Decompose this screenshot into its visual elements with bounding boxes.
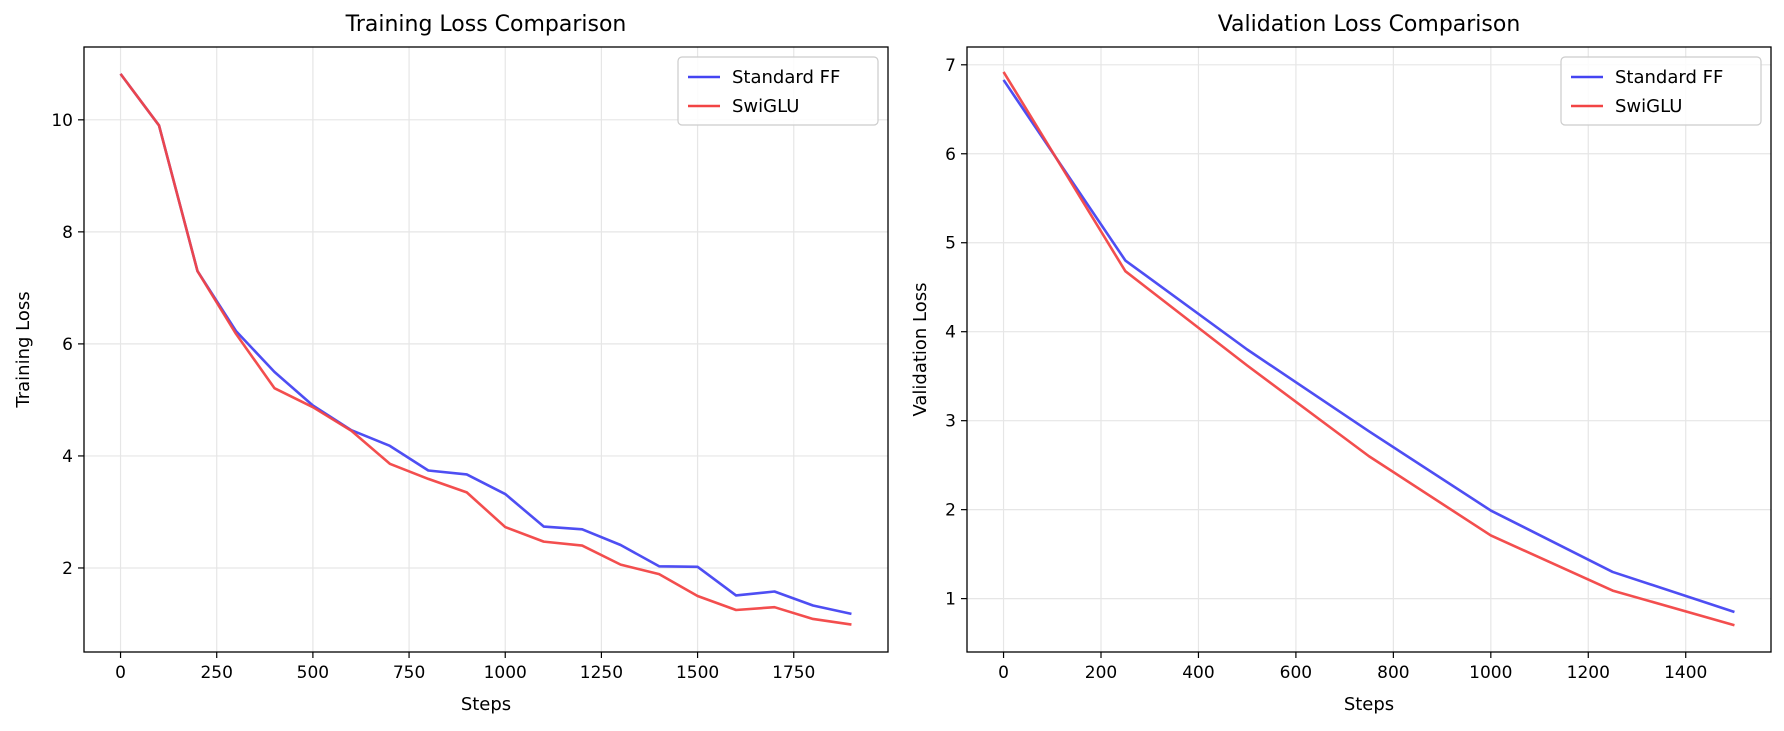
- x-tick-label: 750: [393, 663, 425, 683]
- x-tick-label: 600: [1280, 663, 1312, 683]
- y-tick-label: 10: [51, 111, 73, 131]
- chart-title: Training Loss Comparison: [345, 12, 627, 37]
- legend-box: [677, 56, 879, 126]
- y-axis-label: Validation Loss: [910, 282, 931, 416]
- chart-panel-2: 0 200 400 600 800 1000 1200 1400 1 2 3 4 5 6 7 Validati…: [910, 12, 1772, 715]
- y-tick-label: 4: [945, 323, 956, 343]
- x-tick-label: 800: [1377, 663, 1409, 683]
- x-tick-label: 250: [200, 663, 232, 683]
- series-line-swiglu: [119, 73, 852, 626]
- y-tick-label: 1: [945, 590, 956, 610]
- x-axis-label: Steps: [1344, 694, 1394, 715]
- series-line-swiglu: [1002, 71, 1735, 627]
- x-tick-label: 1400: [1664, 663, 1707, 683]
- x-tick-label: 1200: [1567, 663, 1610, 683]
- x-tick-label: 1500: [676, 663, 719, 683]
- y-tick-label: 8: [62, 223, 73, 243]
- y-tick-label: 7: [945, 56, 956, 76]
- x-tick-label: 0: [115, 663, 126, 683]
- x-tick-label: 1000: [484, 663, 527, 683]
- x-tick-label: 1000: [1469, 663, 1512, 683]
- chart-title: Validation Loss Comparison: [1218, 12, 1521, 37]
- y-tick-label: 5: [945, 234, 956, 254]
- x-tick-label: 400: [1182, 663, 1214, 683]
- x-tick-label: 200: [1085, 663, 1117, 683]
- x-axis-label: Steps: [461, 694, 511, 715]
- legend-label: Standard FF: [732, 67, 840, 88]
- y-axis-label: Training Loss: [13, 291, 34, 408]
- y-tick-label: 6: [62, 335, 73, 355]
- y-tick-label: 2: [62, 559, 73, 579]
- legend-box: [1560, 56, 1762, 126]
- x-tick-label: 1750: [772, 663, 815, 683]
- y-tick-label: 6: [945, 145, 956, 165]
- plot-frame: [83, 46, 889, 653]
- plot-frame: [966, 46, 1772, 653]
- legend-label: SwiGLU: [732, 96, 799, 117]
- series-line-standard-ff: [119, 73, 852, 616]
- legend: Standard FF SwiGLU: [677, 56, 879, 126]
- legend-label: Standard FF: [1615, 67, 1723, 88]
- x-tick-label: 0: [998, 663, 1009, 683]
- x-tick-label: 1250: [580, 663, 623, 683]
- y-tick-label: 3: [945, 412, 956, 432]
- y-tick-label: 4: [62, 447, 73, 467]
- legend: Standard FF SwiGLU: [1560, 56, 1762, 126]
- x-tick-label: 500: [297, 663, 329, 683]
- legend-label: SwiGLU: [1615, 96, 1682, 117]
- y-tick-label: 2: [945, 501, 956, 521]
- chart-panel-1: 0 250 500 750 1000 1250 1500 1750 2 4 6 8 10 Training…: [13, 12, 889, 715]
- series-line-standard-ff: [1002, 79, 1735, 614]
